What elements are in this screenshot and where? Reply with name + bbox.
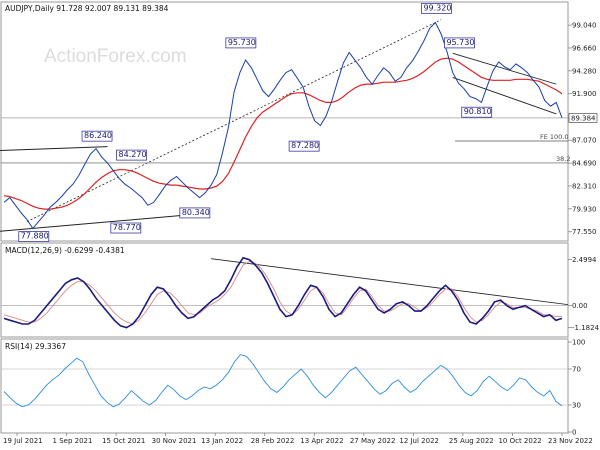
rsi-axis: 100 70 30 0 <box>568 339 585 437</box>
macd-trendline <box>211 258 569 306</box>
macd-line <box>3 256 563 329</box>
price-label: 99.320 <box>423 3 451 12</box>
price-moving-average-line <box>3 57 563 210</box>
price-label-box <box>444 37 475 49</box>
price-tick-label: 91.900 <box>572 90 597 98</box>
price-label: 80.340 <box>182 208 210 217</box>
watermark: ActionForex.com <box>44 46 187 67</box>
price-panel-frame <box>0 1 569 242</box>
price-label-box <box>81 130 113 142</box>
price-label-box <box>18 231 50 242</box>
price-label-box <box>116 149 147 161</box>
x-tick-label: 12 Jul 2022 <box>399 437 439 445</box>
macd-axis: 2.4994 0.00 -1.1824 <box>568 256 600 332</box>
price-label: 77.880 <box>21 232 49 241</box>
fib-38-label: 38.2 <box>556 155 570 163</box>
price-label: 90.810 <box>464 107 492 116</box>
fe-100-label: FE 100.0 <box>540 133 569 141</box>
macd-panel-frame <box>0 242 569 338</box>
x-tick-label: 28 Feb 2022 <box>251 437 295 445</box>
price-label-box <box>288 140 320 152</box>
price-header: AUDJPY,Daily 91.728 92.007 89.131 89.384 <box>5 4 169 13</box>
last-price-value: 89.384 <box>571 114 596 122</box>
price-axis: 99.040 96.660 94.280 91.900 89.384 87.070 84.6… <box>568 22 597 236</box>
price-label-box <box>461 106 493 118</box>
macd-tick-label: 2.4994 <box>572 256 597 264</box>
macd-tick-label: -1.1824 <box>572 324 600 332</box>
lower-range-line <box>0 214 189 232</box>
x-tick-label: 1 Sep 2021 <box>53 437 93 445</box>
x-axis: 19 Jul 2021 1 Sep 2021 15 Oct 2021 30 Nov 2… <box>3 433 593 445</box>
price-label: 95.730 <box>228 38 256 47</box>
macd-signal-line <box>3 260 562 325</box>
price-label: 78.770 <box>113 223 141 232</box>
rising-trendline-dashed <box>26 19 442 223</box>
x-tick-label: 13 Apr 2022 <box>300 437 343 445</box>
x-tick-label: 10 Oct 2022 <box>498 437 541 445</box>
price-tick-label: 77.550 <box>572 228 597 236</box>
rsi-panel-frame <box>0 338 569 434</box>
price-label-box <box>179 207 211 219</box>
channel-lower-line <box>452 76 557 115</box>
x-tick-label: 19 Jul 2021 <box>3 437 43 445</box>
macd-tick-label: 0.00 <box>572 302 588 310</box>
price-tick-label: 99.040 <box>572 22 597 30</box>
x-tick-label: 13 Jan 2022 <box>201 437 243 445</box>
price-series-line <box>3 21 563 230</box>
price-label-box <box>225 37 257 49</box>
channel-upper-line <box>452 52 557 85</box>
price-label: 84.270 <box>119 150 147 159</box>
x-tick-label: 23 Nov 2022 <box>548 437 593 445</box>
rsi-tick-label: 70 <box>572 366 581 374</box>
price-label: 87.280 <box>291 141 319 150</box>
trendlines <box>0 19 569 306</box>
rsi-header: RSI(14) 29.3367 <box>5 342 66 351</box>
last-price-tag <box>568 113 598 123</box>
x-tick-label: 30 Nov 2021 <box>152 437 197 445</box>
price-label: 95.730 <box>446 38 474 47</box>
price-tick-label: 79.930 <box>572 205 597 213</box>
x-tick-label: 25 Aug 2022 <box>449 437 494 445</box>
price-tick-label: 94.280 <box>572 67 597 75</box>
rsi-line <box>3 354 563 408</box>
price-tick-label: 87.070 <box>572 137 597 145</box>
upper-range-line <box>0 146 108 151</box>
x-tick-label: 15 Oct 2021 <box>102 437 145 445</box>
price-annotations: 99.320 95.730 95.730 90.810 87.280 86.240 84.2… <box>18 2 493 242</box>
macd-header: MACD(12,26,9) -0.6299 -0.4381 <box>5 246 125 255</box>
price-tick-label: 96.660 <box>572 44 597 52</box>
price-label-box <box>110 222 142 234</box>
rsi-tick-label: 0 <box>572 429 576 437</box>
price-label-box <box>421 2 452 14</box>
rsi-tick-label: 30 <box>572 402 581 410</box>
price-tick-label: 82.310 <box>572 182 597 190</box>
price-tick-label: 84.690 <box>572 160 597 168</box>
price-label: 86.240 <box>84 131 112 140</box>
rsi-tick-label: 100 <box>572 339 585 347</box>
x-tick-label: 27 May 2022 <box>350 437 396 445</box>
